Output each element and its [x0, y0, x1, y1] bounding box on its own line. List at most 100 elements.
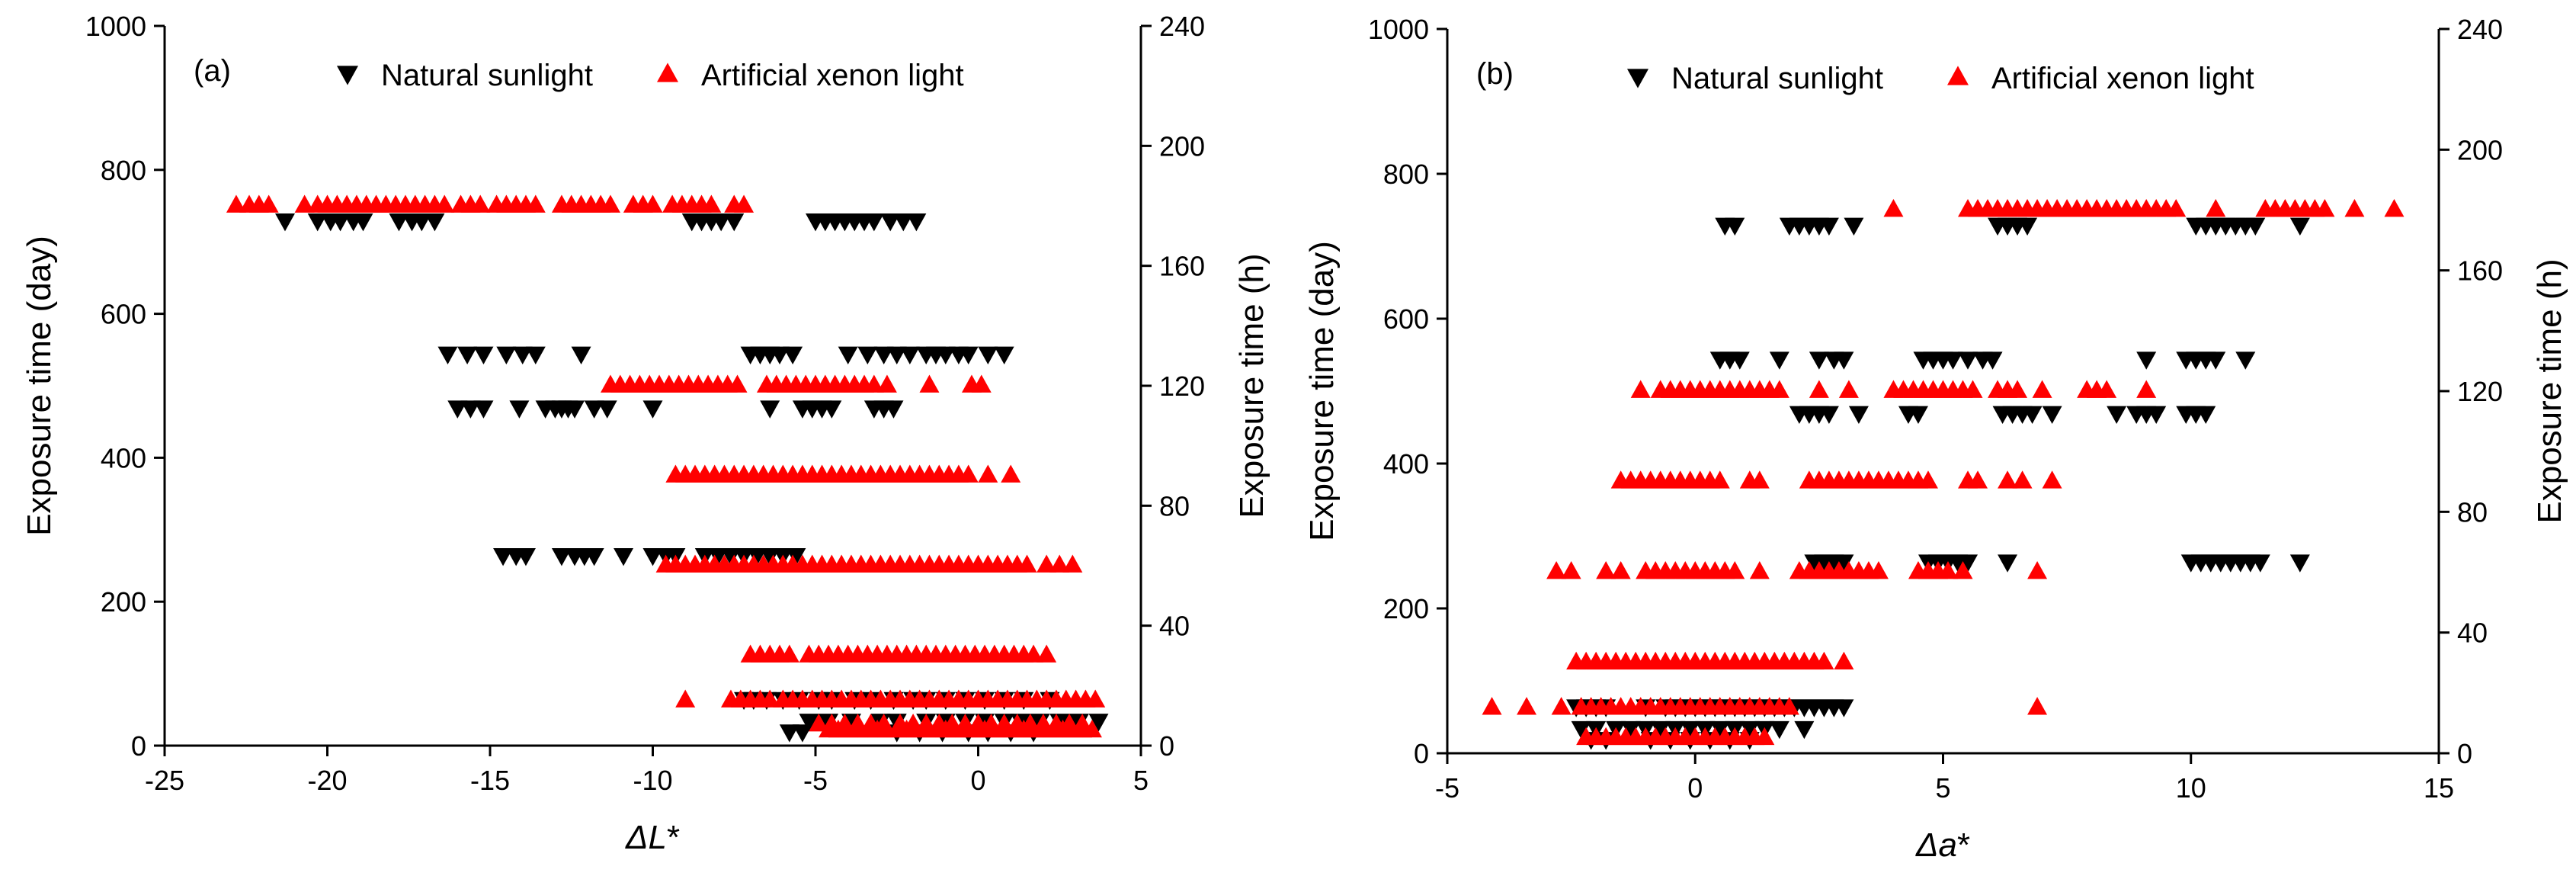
xenon-point — [1998, 470, 2018, 489]
xenon-point — [1017, 554, 1037, 573]
natural-point — [512, 346, 533, 365]
natural-point — [551, 547, 572, 566]
y2-tick-label: 200 — [2457, 134, 2503, 165]
x-axis-title-star: * — [667, 819, 680, 856]
y2-tick-label: 40 — [1159, 611, 1190, 642]
x-axis-title-symbol: Δa — [1915, 826, 1957, 864]
natural-point — [473, 400, 494, 419]
y2-axis-title: Exposure time (h) — [2531, 258, 2568, 523]
xenon-point — [942, 713, 963, 732]
xenon-point — [1020, 713, 1040, 732]
natural-point — [2107, 406, 2127, 425]
natural-point — [720, 547, 741, 566]
xenon-point — [1868, 560, 1889, 579]
y2-tick-label: 240 — [2457, 14, 2503, 45]
xenon-point — [1769, 380, 1789, 398]
xenon-point — [1754, 727, 1775, 746]
x-tick-label: -15 — [470, 765, 510, 796]
natural-point — [642, 547, 663, 566]
xenon-point — [1551, 697, 1572, 715]
xenon-point — [760, 689, 780, 708]
natural-point — [786, 547, 806, 566]
natural-point — [1680, 720, 1700, 740]
xenon-point — [971, 374, 992, 393]
xenon-point — [809, 713, 829, 732]
xenon-point — [873, 713, 894, 732]
xenon-point — [226, 194, 246, 213]
xenon-point — [876, 374, 897, 393]
y2-tick-label: 80 — [1159, 490, 1190, 521]
xenon-point — [779, 644, 799, 663]
natural-point — [880, 213, 901, 232]
natural-point — [1739, 720, 1760, 740]
xenon-point — [1546, 560, 1567, 579]
natural-point — [307, 213, 328, 232]
xenon-point — [701, 194, 722, 213]
x-tick-label: -5 — [1435, 772, 1459, 804]
natural-point — [1620, 720, 1641, 740]
natural-point — [1794, 720, 1815, 740]
xenon-point — [835, 713, 855, 732]
natural-point — [1818, 217, 1839, 236]
xenon-point — [1814, 651, 1834, 670]
xenon-point — [919, 374, 940, 393]
xenon-point — [1834, 651, 1854, 670]
x-axis-title: ΔL* — [625, 819, 680, 856]
y-tick-label: 400 — [1383, 448, 1429, 480]
natural-point — [994, 346, 1014, 365]
natural-point — [838, 346, 858, 365]
xenon-point — [2007, 380, 2028, 398]
xenon-point — [2206, 198, 2226, 217]
y2-tick-label: 240 — [1159, 11, 1205, 42]
natural-point — [886, 346, 907, 365]
natural-point — [584, 400, 604, 419]
xenon-point — [1779, 697, 1799, 715]
natural-point — [760, 547, 780, 566]
natural-point — [822, 400, 842, 419]
natural-point — [1943, 351, 1963, 370]
natural-point — [873, 346, 894, 365]
panel-label: (b) — [1476, 57, 1514, 91]
y-tick-label: 800 — [1383, 159, 1429, 190]
xenon-point — [2027, 560, 2048, 579]
y2-tick-label: 160 — [2457, 255, 2503, 287]
y2-tick-label: 80 — [2457, 496, 2488, 528]
natural-point — [711, 213, 732, 232]
natural-point — [1958, 554, 1978, 573]
natural-point — [2289, 554, 2310, 573]
y-tick-label: 600 — [1383, 303, 1429, 335]
natural-point — [2146, 406, 2167, 425]
natural-point — [1998, 554, 2018, 573]
xenon-point — [470, 194, 491, 213]
natural-point — [1834, 699, 1854, 717]
xenon-point — [734, 194, 755, 213]
xenon-point — [958, 464, 979, 483]
xenon-point — [863, 374, 884, 393]
natural-point — [2042, 406, 2062, 425]
natural-point — [496, 346, 517, 365]
xenon-point — [1062, 554, 1083, 573]
xenon-point — [1962, 380, 1983, 398]
legend: Natural sunlight Artificial xenon light — [1627, 62, 2254, 95]
natural-point — [597, 400, 617, 419]
panel-1: -5 0 5 10 1502004006008001000040801201602002… — [1303, 14, 2568, 864]
natural-point — [978, 346, 998, 365]
natural-point — [584, 547, 604, 566]
xenon-point — [1596, 560, 1616, 579]
natural-point — [906, 213, 927, 232]
natural-point — [571, 346, 591, 365]
natural-point — [473, 346, 494, 365]
natural-point — [460, 400, 481, 419]
y-tick-label: 0 — [131, 730, 146, 762]
xenon-point — [929, 713, 950, 732]
y2-axis-title: Exposure time (h) — [1233, 253, 1270, 518]
x-tick-label: 5 — [1935, 772, 1950, 804]
panel-0: -25 -20 -15 -10 -5 0 5020040060080010000408012… — [21, 11, 1270, 856]
natural-point — [1650, 720, 1671, 740]
xenon-point — [1809, 380, 1829, 398]
natural-point — [2235, 351, 2256, 370]
y-axis-title: Exposure time (day) — [21, 236, 58, 536]
y2-tick-label: 200 — [1159, 130, 1205, 162]
xenon-point — [2315, 198, 2335, 217]
xenon-point — [1838, 380, 1859, 398]
